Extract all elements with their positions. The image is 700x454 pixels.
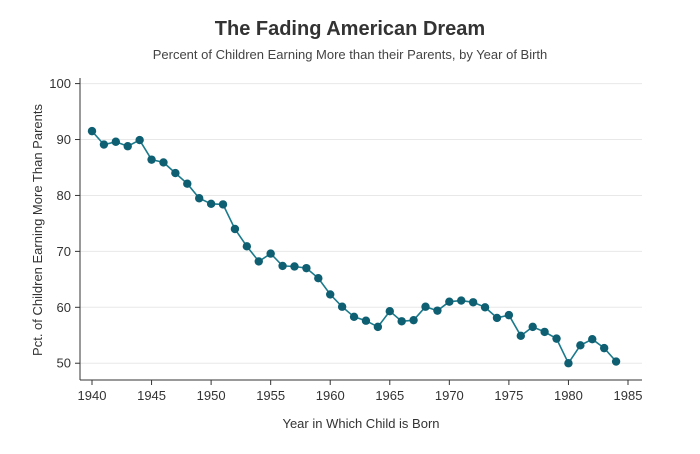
- x-tick-label-1970: 1970: [435, 388, 464, 403]
- data-point-1958: [302, 263, 311, 273]
- x-tick-label-1945: 1945: [137, 388, 166, 403]
- x-tick-label-1965: 1965: [375, 388, 404, 403]
- x-tick-label-1955: 1955: [256, 388, 285, 403]
- y-tick-label-50: 50: [57, 356, 71, 371]
- data-point-1967: [409, 315, 418, 325]
- data-point-1943: [123, 142, 132, 151]
- data-point-1942: [111, 137, 121, 146]
- data-point-1978: [540, 327, 549, 337]
- data-point-1955: [266, 249, 275, 258]
- data-point-1945: [147, 155, 156, 164]
- data-point-1982: [588, 334, 597, 344]
- y-tick-label-80: 80: [57, 188, 71, 203]
- data-point-1981: [576, 341, 585, 350]
- x-axis-label: Year in Which Child is Born: [282, 416, 439, 431]
- data-point-1975: [504, 310, 514, 320]
- x-tick-label-1940: 1940: [78, 388, 107, 403]
- y-ticks: 50 60 70 80 90 100: [49, 76, 80, 371]
- data-point-1971: [457, 296, 466, 305]
- data-point-1959: [314, 274, 323, 283]
- data-point-1946: [159, 158, 168, 167]
- data-point-1948: [183, 179, 192, 188]
- data-point-1973: [480, 303, 490, 312]
- axes: [79, 78, 642, 381]
- y-tick-label-60: 60: [57, 300, 71, 315]
- data-point-1950: [206, 199, 216, 209]
- data-point-1960: [326, 290, 335, 299]
- data-point-1969: [433, 306, 442, 315]
- data-point-1968: [421, 302, 430, 311]
- chart-title: The Fading American Dream: [214, 18, 486, 40]
- series-line: [91, 130, 617, 365]
- series-points: [87, 126, 621, 368]
- x-tick-label-1985: 1985: [614, 388, 643, 403]
- data-point-1952: [230, 224, 240, 234]
- data-point-1979: [552, 334, 561, 343]
- data-point-1963: [361, 316, 371, 325]
- data-point-1974: [492, 313, 502, 323]
- data-point-1940: [87, 126, 97, 136]
- data-point-1956: [278, 261, 287, 271]
- data-point-1951: [218, 200, 228, 209]
- x-tick-label-1960: 1960: [316, 388, 345, 403]
- y-axis-label: Pct. of Children Earning More Than Paren…: [30, 104, 45, 356]
- data-point-1983: [599, 343, 609, 353]
- data-point-1941: [99, 140, 109, 149]
- data-point-1970: [445, 297, 454, 306]
- data-point-1972: [468, 298, 478, 307]
- x-ticks: 1940 1945 1950 1955 1960 1965 1970 1975 1980 1985: [78, 380, 643, 403]
- data-point-1961: [337, 302, 347, 311]
- data-point-1944: [135, 135, 144, 145]
- chart-subtitle: Percent of Children Earning More than th…: [152, 47, 548, 62]
- data-point-1953: [242, 242, 252, 251]
- data-point-1977: [528, 322, 537, 332]
- y-tick-label-90: 90: [57, 132, 71, 147]
- gridlines: [80, 83, 642, 364]
- data-point-1962: [349, 312, 359, 322]
- x-tick-label-1980: 1980: [554, 388, 583, 403]
- data-point-1954: [254, 257, 263, 266]
- data-point-1966: [397, 317, 406, 326]
- data-point-1980: [564, 359, 573, 368]
- data-point-1965: [385, 307, 394, 316]
- y-tick-label-100: 100: [49, 76, 71, 91]
- x-tick-label-1950: 1950: [197, 388, 226, 403]
- data-point-1984: [611, 357, 621, 366]
- x-tick-label-1975: 1975: [494, 388, 523, 403]
- data-point-1964: [373, 322, 383, 332]
- data-point-1957: [290, 262, 299, 271]
- data-point-1976: [516, 331, 525, 341]
- data-point-1947: [171, 168, 180, 178]
- data-point-1949: [195, 194, 204, 203]
- y-tick-label-70: 70: [57, 244, 71, 259]
